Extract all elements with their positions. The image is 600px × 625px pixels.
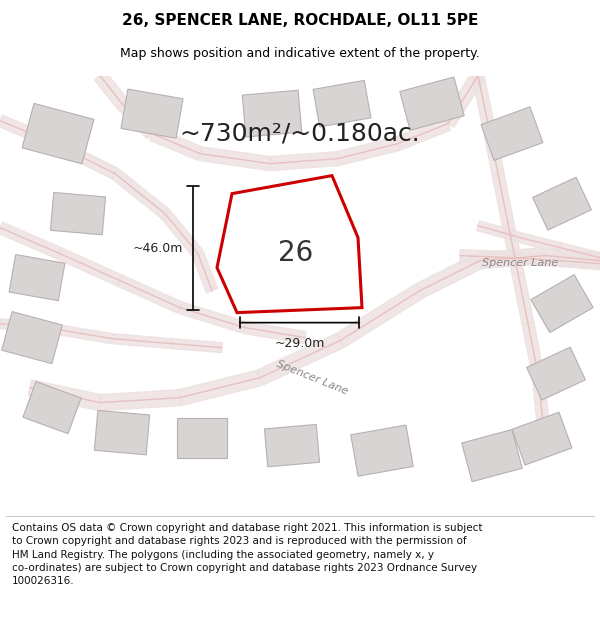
Polygon shape [472, 74, 494, 125]
Polygon shape [52, 138, 118, 179]
Text: ~730m²/~0.180ac.: ~730m²/~0.180ac. [179, 122, 421, 146]
Polygon shape [400, 77, 464, 130]
Polygon shape [559, 242, 600, 262]
Polygon shape [336, 284, 424, 348]
Polygon shape [257, 333, 343, 385]
Polygon shape [193, 251, 218, 292]
Polygon shape [512, 412, 572, 465]
Polygon shape [462, 429, 522, 482]
Polygon shape [531, 274, 593, 332]
Polygon shape [178, 370, 262, 406]
Polygon shape [117, 99, 157, 139]
Polygon shape [519, 232, 561, 253]
Polygon shape [395, 117, 451, 150]
Polygon shape [544, 248, 600, 269]
Polygon shape [0, 222, 62, 259]
Text: Spencer Lane: Spencer Lane [275, 359, 349, 396]
Polygon shape [58, 248, 122, 286]
Polygon shape [460, 249, 510, 264]
Polygon shape [0, 319, 52, 334]
Polygon shape [476, 221, 521, 243]
Text: Map shows position and indicative extent of the property.: Map shows position and indicative extent… [120, 48, 480, 61]
Polygon shape [199, 147, 271, 171]
Polygon shape [28, 380, 101, 411]
Polygon shape [94, 71, 128, 108]
Polygon shape [265, 424, 320, 467]
Polygon shape [94, 411, 149, 455]
Text: ~29.0m: ~29.0m [274, 337, 325, 349]
Polygon shape [244, 322, 306, 344]
Polygon shape [112, 334, 172, 349]
Polygon shape [416, 254, 484, 298]
Polygon shape [118, 275, 182, 313]
Polygon shape [178, 302, 247, 333]
Polygon shape [509, 252, 560, 267]
Polygon shape [149, 127, 203, 160]
Polygon shape [482, 122, 504, 175]
Polygon shape [111, 169, 169, 218]
Polygon shape [533, 177, 592, 230]
Polygon shape [51, 324, 113, 344]
Polygon shape [351, 425, 413, 476]
Text: Contains OS data © Crown copyright and database right 2021. This information is : Contains OS data © Crown copyright and d… [12, 523, 482, 586]
Polygon shape [2, 312, 62, 364]
Polygon shape [512, 272, 534, 325]
Polygon shape [560, 254, 600, 269]
Polygon shape [492, 173, 514, 225]
Text: Spencer Lane: Spencer Lane [482, 258, 558, 268]
Polygon shape [479, 248, 545, 269]
Polygon shape [522, 322, 544, 375]
Polygon shape [121, 89, 183, 138]
Polygon shape [177, 418, 227, 457]
Polygon shape [172, 339, 223, 352]
Text: 26: 26 [278, 239, 313, 267]
Polygon shape [22, 103, 94, 164]
Text: 26, SPENCER LANE, ROCHDALE, OL11 5PE: 26, SPENCER LANE, ROCHDALE, OL11 5PE [122, 12, 478, 28]
Polygon shape [532, 373, 549, 424]
Polygon shape [100, 389, 181, 411]
Polygon shape [481, 107, 543, 161]
Polygon shape [242, 90, 302, 137]
Text: ~46.0m: ~46.0m [133, 242, 183, 254]
Polygon shape [313, 81, 371, 127]
Polygon shape [337, 137, 400, 166]
Polygon shape [527, 347, 586, 400]
Polygon shape [442, 72, 484, 127]
Polygon shape [9, 254, 65, 301]
Polygon shape [50, 192, 106, 235]
Polygon shape [23, 381, 81, 434]
Polygon shape [502, 222, 524, 275]
Polygon shape [0, 115, 58, 149]
Polygon shape [269, 152, 338, 171]
Polygon shape [160, 210, 203, 258]
Polygon shape [217, 176, 362, 312]
